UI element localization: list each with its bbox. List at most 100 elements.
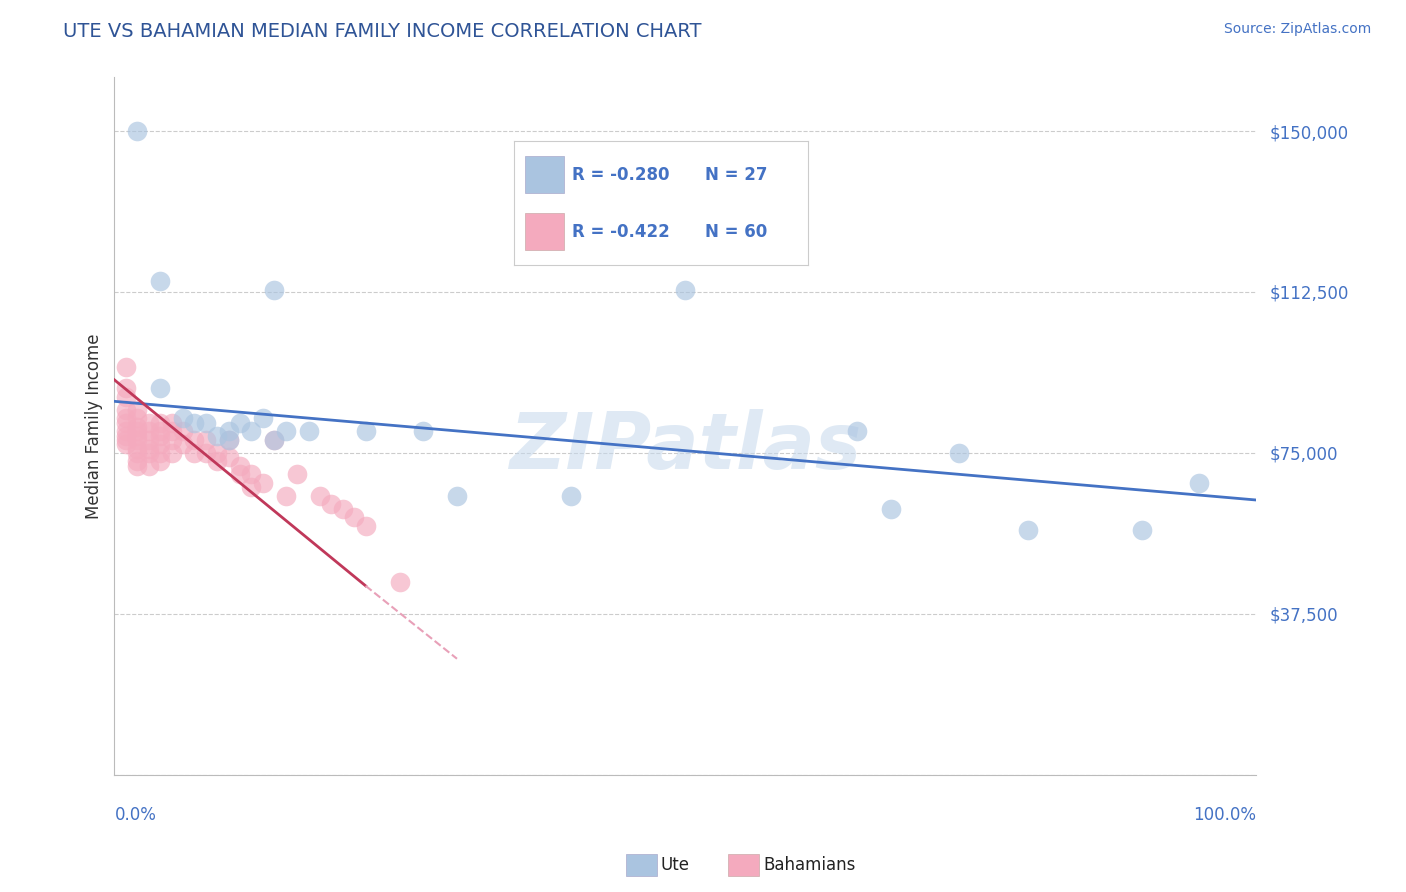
Point [194, 416, 217, 430]
Point [263, 283, 285, 297]
Point [240, 480, 263, 494]
Point [127, 433, 149, 447]
Point [218, 433, 240, 447]
Point [114, 416, 136, 430]
Point [160, 446, 183, 460]
Point [114, 425, 136, 439]
Point [183, 446, 205, 460]
Point [138, 458, 160, 473]
Text: 0.0%: 0.0% [114, 806, 156, 824]
Point [149, 437, 172, 451]
Point [114, 433, 136, 447]
Text: Bahamians: Bahamians [763, 856, 856, 874]
Point [127, 454, 149, 468]
Point [388, 574, 411, 589]
Point [948, 446, 970, 460]
Point [127, 428, 149, 442]
Y-axis label: Median Family Income: Median Family Income [86, 334, 103, 519]
Point [1130, 523, 1153, 537]
Point [149, 454, 172, 468]
Point [252, 475, 274, 490]
Point [149, 274, 172, 288]
Text: 100.0%: 100.0% [1194, 806, 1256, 824]
Point [114, 359, 136, 374]
Text: Ute: Ute [661, 856, 690, 874]
Point [218, 425, 240, 439]
Point [1188, 475, 1211, 490]
Point [309, 489, 332, 503]
Point [321, 497, 343, 511]
Point [138, 446, 160, 460]
Bar [526, 156, 564, 194]
Point [229, 458, 252, 473]
Point [412, 425, 434, 439]
Text: Source: ZipAtlas.com: Source: ZipAtlas.com [1223, 22, 1371, 37]
Point [160, 433, 183, 447]
Point [127, 403, 149, 417]
Text: N = 60: N = 60 [704, 223, 768, 241]
Point [138, 433, 160, 447]
Point [673, 283, 696, 297]
Point [149, 428, 172, 442]
Point [172, 437, 194, 451]
Point [183, 416, 205, 430]
Point [240, 467, 263, 482]
Point [160, 416, 183, 430]
Point [160, 425, 183, 439]
Point [263, 433, 285, 447]
Point [1017, 523, 1039, 537]
Point [297, 425, 319, 439]
Point [127, 420, 149, 434]
Point [285, 467, 308, 482]
Text: R = -0.280: R = -0.280 [572, 166, 669, 184]
Point [229, 467, 252, 482]
Point [138, 425, 160, 439]
Point [172, 425, 194, 439]
Point [274, 489, 297, 503]
Point [845, 425, 868, 439]
Point [172, 411, 194, 425]
Point [194, 433, 217, 447]
Point [183, 433, 205, 447]
Text: ZIPatlas: ZIPatlas [509, 409, 862, 485]
Point [149, 416, 172, 430]
Point [354, 518, 377, 533]
Point [149, 425, 172, 439]
Point [205, 454, 228, 468]
Point [127, 425, 149, 439]
Point [218, 433, 240, 447]
Point [114, 390, 136, 404]
Point [114, 411, 136, 425]
Text: UTE VS BAHAMIAN MEDIAN FAMILY INCOME CORRELATION CHART: UTE VS BAHAMIAN MEDIAN FAMILY INCOME COR… [63, 22, 702, 41]
Point [446, 489, 468, 503]
Point [127, 458, 149, 473]
Point [114, 437, 136, 451]
Point [218, 450, 240, 464]
Point [114, 428, 136, 442]
Point [560, 489, 582, 503]
Point [149, 446, 172, 460]
Point [252, 411, 274, 425]
Point [114, 382, 136, 396]
Text: N = 27: N = 27 [704, 166, 768, 184]
Bar [526, 213, 564, 250]
Point [354, 425, 377, 439]
Point [114, 403, 136, 417]
Point [127, 442, 149, 456]
Point [274, 425, 297, 439]
Text: R = -0.422: R = -0.422 [572, 223, 671, 241]
Point [205, 446, 228, 460]
Point [127, 446, 149, 460]
Point [229, 416, 252, 430]
Point [332, 501, 354, 516]
Point [240, 425, 263, 439]
Point [138, 416, 160, 430]
Point [205, 428, 228, 442]
Point [138, 442, 160, 456]
Point [263, 433, 285, 447]
Point [880, 501, 903, 516]
Point [127, 124, 149, 138]
Point [149, 382, 172, 396]
Point [194, 446, 217, 460]
Point [127, 411, 149, 425]
